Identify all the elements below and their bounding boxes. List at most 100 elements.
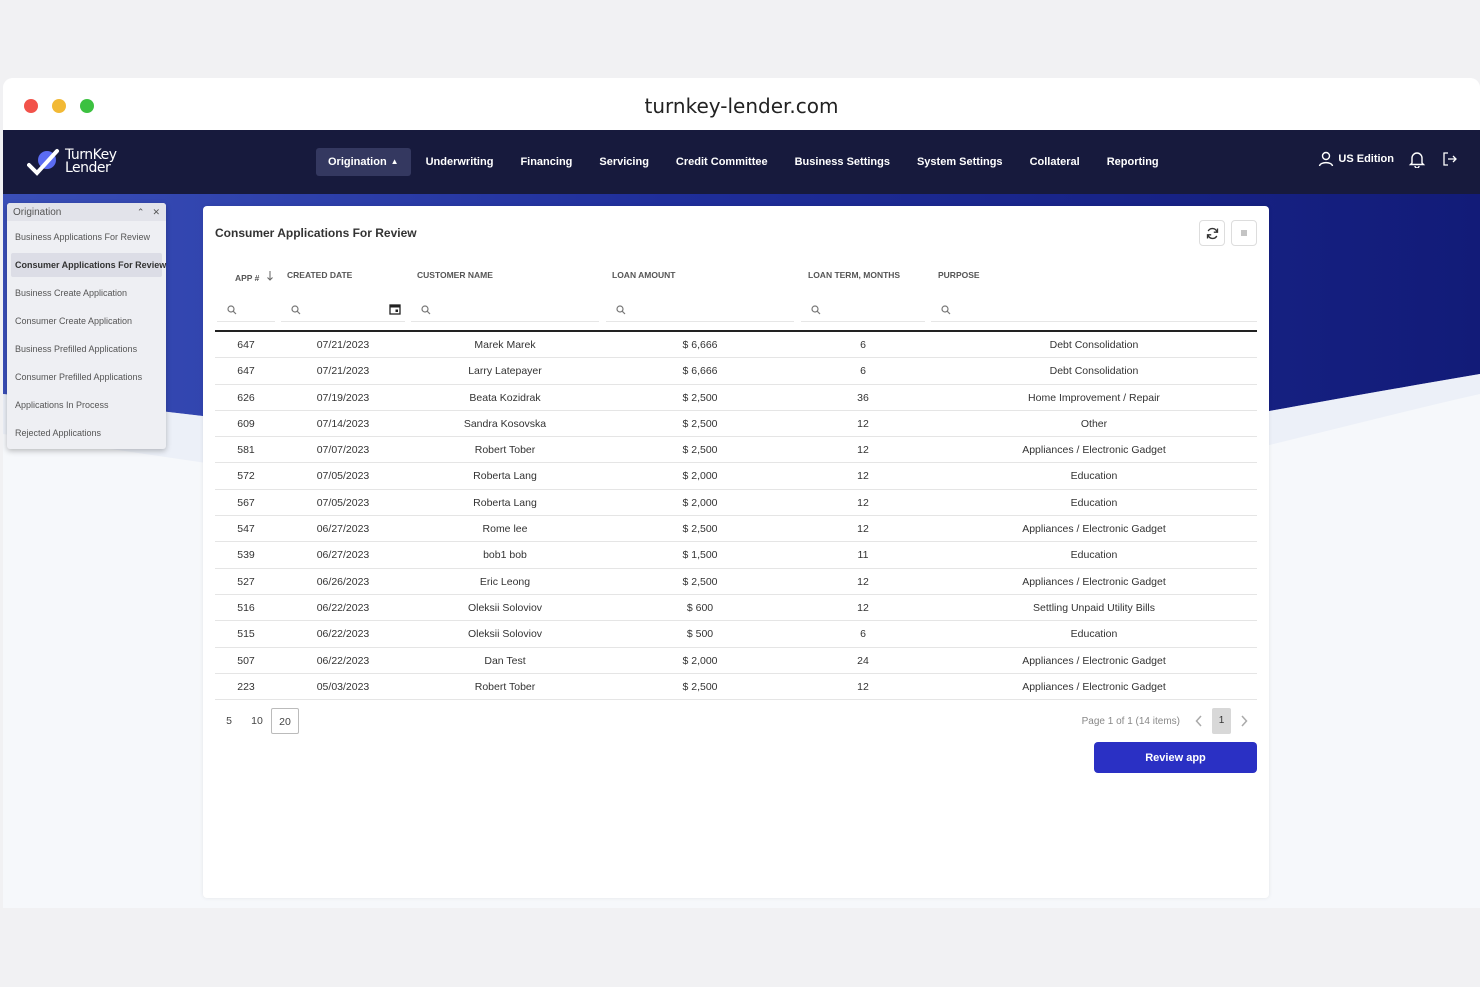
prev-page-button[interactable] xyxy=(1188,708,1210,734)
review-app-button[interactable]: Review app xyxy=(1094,742,1257,773)
nav-servicing[interactable]: Servicing xyxy=(599,156,649,168)
nav-origination[interactable]: Origination ▲ xyxy=(316,148,411,176)
customer-name-cell: Roberta Lang xyxy=(473,496,537,509)
col-purpose[interactable]: PURPOSE xyxy=(938,270,980,280)
filter-app-number[interactable] xyxy=(217,298,275,322)
app-number-cell: 567 xyxy=(237,496,255,509)
created-date-cell: 06/22/2023 xyxy=(316,601,370,614)
edition-label: US Edition xyxy=(1338,153,1394,165)
loan-term-cell: 12 xyxy=(857,444,869,457)
col-customer-name[interactable]: CUSTOMER NAME xyxy=(417,270,493,280)
col-app-number[interactable]: APP # xyxy=(235,270,274,283)
caret-down-icon: ▲ xyxy=(390,157,399,166)
next-page-button[interactable] xyxy=(1233,708,1255,734)
calendar-icon[interactable] xyxy=(389,303,401,315)
refresh-button[interactable] xyxy=(1199,220,1225,246)
settings-button[interactable] xyxy=(1231,220,1257,246)
sidepanel-item-consumer-create[interactable]: Consumer Create Application xyxy=(15,316,133,326)
browser-titlebar: turnkey-lender.com xyxy=(3,78,1480,130)
sort-down-icon xyxy=(266,271,273,281)
sidepanel-item-business-prefilled[interactable]: Business Prefilled Applications xyxy=(15,344,138,354)
purpose-cell: Education xyxy=(1070,496,1118,509)
filter-row xyxy=(215,288,1257,332)
sidepanel-item-rejected[interactable]: Rejected Applications xyxy=(15,428,102,438)
created-date-cell: 07/14/2023 xyxy=(316,417,370,430)
sidepanel-item-in-process[interactable]: Applications In Process xyxy=(15,400,109,410)
search-icon xyxy=(941,305,951,315)
filter-loan-amount[interactable] xyxy=(606,298,794,322)
nav-reporting[interactable]: Reporting xyxy=(1106,156,1159,168)
filter-purpose[interactable] xyxy=(931,298,1257,322)
logout-icon[interactable] xyxy=(1442,151,1458,167)
page-size-5[interactable]: 5 xyxy=(226,715,232,727)
bell-icon[interactable] xyxy=(1408,150,1426,168)
col-loan-term[interactable]: LOAN TERM, MONTHS xyxy=(808,270,901,280)
table-row[interactable]: 516 06/22/2023 Oleksii Soloviov $ 600 12 Sett… xyxy=(215,595,1257,622)
loan-amount-cell: $ 2,500 xyxy=(682,391,718,404)
filter-loan-term[interactable] xyxy=(801,298,925,322)
loan-amount-cell: $ 6,666 xyxy=(682,339,718,351)
applications-card: Consumer Applications For Review xyxy=(203,206,1269,898)
table-row[interactable]: 223 05/03/2023 Robert Tober $ 2,500 12 Applia… xyxy=(215,674,1257,701)
filter-created-date[interactable] xyxy=(281,298,405,322)
sidepanel-item-consumer-prefilled[interactable]: Consumer Prefilled Applications xyxy=(15,372,143,382)
customer-name-cell: Robert Tober xyxy=(474,444,536,457)
col-created-date[interactable]: CREATED DATE xyxy=(287,270,353,280)
sidepanel-item-business-review[interactable]: Business Applications For Review xyxy=(15,232,151,242)
page-size-20[interactable]: 20 xyxy=(271,708,299,734)
customer-name-cell: Marek Marek xyxy=(474,339,536,351)
page-number-button[interactable]: 1 xyxy=(1212,708,1231,734)
table-row[interactable]: 547 06/27/2023 Rome lee $ 2,500 12 Appliances… xyxy=(215,516,1257,543)
loan-amount-cell: $ 2,500 xyxy=(682,575,718,588)
loan-amount-cell: $ 500 xyxy=(686,628,714,641)
customer-name-cell: Sandra Kosovska xyxy=(463,417,547,430)
nav-credit-committee[interactable]: Credit Committee xyxy=(675,156,768,168)
collapse-icon[interactable]: ⌃ xyxy=(136,206,145,217)
table-row[interactable]: 539 06/27/2023 bob1 bob $ 1,500 11 Education xyxy=(215,542,1257,569)
nav-financing[interactable]: Financing xyxy=(520,156,573,168)
maximize-window-button[interactable] xyxy=(80,99,94,113)
nav-collateral[interactable]: Collateral xyxy=(1029,156,1080,168)
loan-term-cell: 12 xyxy=(857,575,869,588)
app-number-cell: 647 xyxy=(237,339,255,351)
loan-term-cell: 11 xyxy=(857,549,869,562)
page-title: Consumer Applications For Review xyxy=(215,226,417,240)
loan-amount-cell: $ 2,000 xyxy=(682,654,718,667)
close-window-button[interactable] xyxy=(24,99,38,113)
table-row[interactable]: 507 06/22/2023 Dan Test $ 2,000 24 Appliances… xyxy=(215,648,1257,674)
minimize-window-button[interactable] xyxy=(52,99,66,113)
col-loan-amount[interactable]: LOAN AMOUNT xyxy=(612,270,676,280)
chevron-right-icon xyxy=(1241,715,1248,727)
app-number-cell: 572 xyxy=(237,470,255,483)
edition-switcher[interactable]: US Edition xyxy=(1318,151,1394,167)
table-row[interactable]: 567 07/05/2023 Roberta Lang $ 2,000 12 Educat… xyxy=(215,490,1257,517)
filter-customer-name[interactable] xyxy=(411,298,599,322)
table-row[interactable]: 647 07/21/2023 Marek Marek $ 6,666 6 Debt Con… xyxy=(215,332,1257,359)
sidepanel-item-consumer-review[interactable]: Consumer Applications For Review xyxy=(11,253,166,277)
created-date-cell: 06/27/2023 xyxy=(316,549,370,562)
nav-system-settings[interactable]: System Settings xyxy=(916,156,1003,168)
loan-term-cell: 12 xyxy=(857,470,869,483)
customer-name-cell: Robert Tober xyxy=(474,680,536,693)
created-date-cell: 07/21/2023 xyxy=(316,339,370,351)
customer-name-cell: Beata Kozidrak xyxy=(469,391,541,404)
logo[interactable]: TurnKey Lender xyxy=(27,146,117,178)
table-row[interactable]: 515 06/22/2023 Oleksii Soloviov $ 500 6 Educa… xyxy=(215,621,1257,648)
sidepanel-item-business-create[interactable]: Business Create Application xyxy=(15,288,128,298)
table-row[interactable]: 609 07/14/2023 Sandra Kosovska $ 2,500 12 Oth… xyxy=(215,411,1257,438)
app-number-cell: 547 xyxy=(237,523,255,536)
purpose-cell: Appliances / Electronic Gadget xyxy=(1022,523,1166,536)
nav-business-settings[interactable]: Business Settings xyxy=(794,156,890,168)
close-icon[interactable]: ✕ xyxy=(152,206,160,217)
table-row[interactable]: 572 07/05/2023 Roberta Lang $ 2,000 12 Educat… xyxy=(215,463,1257,490)
created-date-cell: 06/26/2023 xyxy=(316,575,370,588)
created-date-cell: 06/27/2023 xyxy=(316,523,370,536)
page-size-10[interactable]: 10 xyxy=(251,715,263,727)
table-row[interactable]: 626 07/19/2023 Beata Kozidrak $ 2,500 36 Home… xyxy=(215,385,1257,411)
page-size-selector: 5 10 20 xyxy=(215,708,299,734)
table-row[interactable]: 647 07/21/2023 Larry Latepayer $ 6,666 6 Debt… xyxy=(215,358,1257,385)
table-row[interactable]: 581 07/07/2023 Robert Tober $ 2,500 12 Applia… xyxy=(215,437,1257,464)
nav-underwriting[interactable]: Underwriting xyxy=(425,156,494,168)
table-row[interactable]: 527 06/26/2023 Eric Leong $ 2,500 12 Applianc… xyxy=(215,569,1257,595)
logo-text: TurnKey Lender xyxy=(65,147,117,176)
